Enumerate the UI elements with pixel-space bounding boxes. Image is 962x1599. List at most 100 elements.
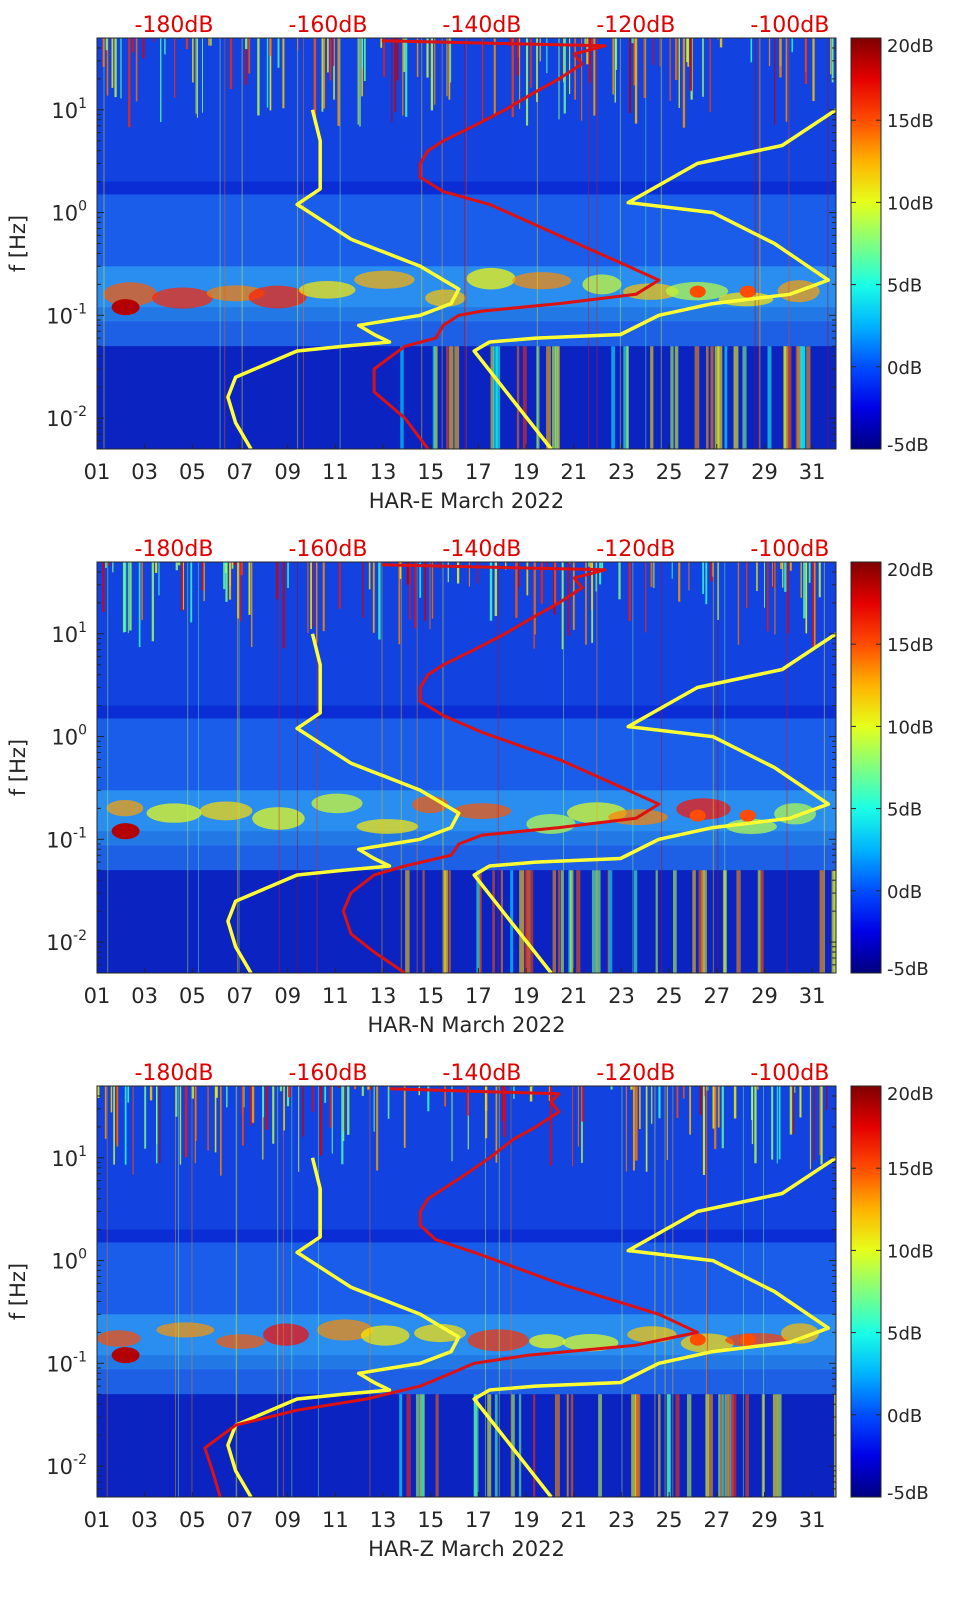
x-tick-label: 27 bbox=[703, 460, 730, 484]
storm-hotspot bbox=[111, 1347, 140, 1364]
x-tick-label: 27 bbox=[703, 984, 730, 1008]
y-axis-label: f [Hz] bbox=[6, 215, 30, 272]
x-tick-label: 17 bbox=[465, 460, 492, 484]
y-tick-label: 100 bbox=[51, 1247, 87, 1274]
x-tick-label: 15 bbox=[417, 1508, 444, 1532]
storm-hotspot bbox=[689, 809, 706, 822]
curve-noise-model-right bbox=[472, 108, 836, 449]
x-tick-label: 03 bbox=[131, 984, 158, 1008]
colorbar-label: 10dB bbox=[887, 717, 934, 738]
microseism-blob bbox=[317, 1319, 373, 1341]
microseism-blob bbox=[780, 1323, 820, 1344]
y-tick-base: 10 bbox=[51, 99, 78, 123]
top-db-axis-label: -100dB bbox=[750, 1061, 829, 1086]
top-db-axis-label: -180dB bbox=[134, 13, 213, 38]
x-tick-label: 23 bbox=[608, 1508, 635, 1532]
y-tick-exponent: 0 bbox=[78, 1247, 87, 1263]
x-tick-label: 07 bbox=[227, 460, 254, 484]
x-tick-label: 03 bbox=[131, 1508, 158, 1532]
microseism-blob bbox=[103, 282, 157, 307]
colorbar-label: 5dB bbox=[887, 1324, 922, 1345]
curve-noise-model-left bbox=[226, 109, 461, 449]
colorbar-label: 10dB bbox=[887, 1241, 934, 1262]
x-tick-label: 11 bbox=[322, 1508, 349, 1532]
x-tick-label: 05 bbox=[179, 984, 206, 1008]
x-tick-label: 25 bbox=[656, 1508, 683, 1532]
colorbar-label: 0dB bbox=[887, 358, 922, 379]
y-tick-exponent: -1 bbox=[73, 301, 87, 317]
x-tick-label: 11 bbox=[322, 984, 349, 1008]
x-tick-label: 07 bbox=[227, 1508, 254, 1532]
spectrogram-panel-1: 01 03 05 07 09 11 13 15 17 19 21 23 25 27 29 3110-210-1… bbox=[6, 13, 934, 513]
x-tick-label: 31 bbox=[799, 460, 826, 484]
top-db-axis-label: -160dB bbox=[288, 13, 367, 38]
microseism-blob bbox=[263, 1323, 309, 1346]
microseism-blob bbox=[252, 807, 305, 830]
colorbar-label: 10dB bbox=[887, 193, 934, 214]
top-db-axis-label: -100dB bbox=[750, 13, 829, 38]
y-tick-label: 10-2 bbox=[46, 928, 87, 955]
x-tick-label: 09 bbox=[274, 984, 301, 1008]
top-db-axis-label: -120dB bbox=[596, 537, 675, 562]
colorbar-label: 15dB bbox=[887, 111, 934, 132]
microseism-blob bbox=[529, 1334, 566, 1349]
y-tick-base: 10 bbox=[51, 202, 78, 226]
top-db-axis-label: -120dB bbox=[596, 13, 675, 38]
x-tick-label: 09 bbox=[274, 460, 301, 484]
y-tick-exponent: -2 bbox=[73, 928, 87, 944]
x-tick-label: 19 bbox=[513, 460, 540, 484]
colorbar-label: -5dB bbox=[887, 1483, 929, 1504]
curve-station-psd bbox=[203, 1087, 699, 1497]
microseism-blob bbox=[106, 799, 144, 817]
storm-hotspot bbox=[111, 823, 140, 840]
y-tick-base: 10 bbox=[46, 1455, 73, 1479]
top-db-axis-label: -120dB bbox=[596, 1061, 675, 1086]
microseism-blob bbox=[774, 803, 817, 825]
colorbar-label: 0dB bbox=[887, 882, 922, 903]
high-frequency-band bbox=[97, 562, 836, 706]
storm-hotspot bbox=[739, 285, 756, 298]
x-tick-label: 15 bbox=[417, 984, 444, 1008]
y-tick-label: 10-1 bbox=[46, 825, 87, 852]
x-tick-label: 25 bbox=[656, 984, 683, 1008]
y-axis-label: f [Hz] bbox=[6, 739, 30, 796]
microseism-blob bbox=[356, 819, 419, 834]
microseism-blob bbox=[156, 1322, 215, 1338]
top-db-axis-label: -160dB bbox=[288, 1061, 367, 1086]
y-tick-exponent: -1 bbox=[73, 825, 87, 841]
storm-hotspot bbox=[689, 285, 706, 298]
y-tick-exponent: 1 bbox=[78, 1144, 87, 1160]
x-tick-label: 05 bbox=[179, 1508, 206, 1532]
x-tick-label: 05 bbox=[179, 460, 206, 484]
microseism-blob bbox=[354, 270, 415, 289]
y-tick-label: 100 bbox=[51, 723, 87, 750]
colorbar-label: 5dB bbox=[887, 276, 922, 297]
y-tick-base: 10 bbox=[46, 407, 73, 431]
spectrogram-plot-area bbox=[97, 38, 836, 449]
x-tick-label: 23 bbox=[608, 460, 635, 484]
storm-hotspot bbox=[739, 1333, 756, 1346]
x-tick-label: 21 bbox=[560, 984, 587, 1008]
colorbar-label: 20dB bbox=[887, 1084, 934, 1105]
y-tick-base: 10 bbox=[46, 828, 73, 852]
microseism-blob bbox=[623, 283, 679, 300]
y-tick-exponent: 1 bbox=[78, 96, 87, 112]
colorbar: 20dB 15dB 10dB 5dB 0dB -5dB bbox=[850, 36, 934, 456]
primary-microseism-band bbox=[97, 844, 836, 871]
top-db-axis-label: -140dB bbox=[442, 1061, 521, 1086]
x-tick-label: 17 bbox=[465, 1508, 492, 1532]
y-tick-exponent: -1 bbox=[73, 1349, 87, 1365]
x-tick-label: 13 bbox=[370, 460, 397, 484]
microseism-blob bbox=[360, 1325, 410, 1346]
x-tick-label: 29 bbox=[751, 460, 778, 484]
colorbar-label: 0dB bbox=[887, 1406, 922, 1427]
microseism-blob bbox=[248, 285, 307, 309]
y-tick-exponent: 0 bbox=[78, 199, 87, 215]
microseism-blob bbox=[298, 281, 356, 299]
colorbar-gradient bbox=[850, 37, 882, 450]
x-tick-label: 19 bbox=[513, 1508, 540, 1532]
top-db-axis-label: -140dB bbox=[442, 537, 521, 562]
storm-hotspot bbox=[111, 299, 140, 316]
curve-noise-model-left bbox=[226, 633, 461, 973]
x-tick-label: 21 bbox=[560, 460, 587, 484]
